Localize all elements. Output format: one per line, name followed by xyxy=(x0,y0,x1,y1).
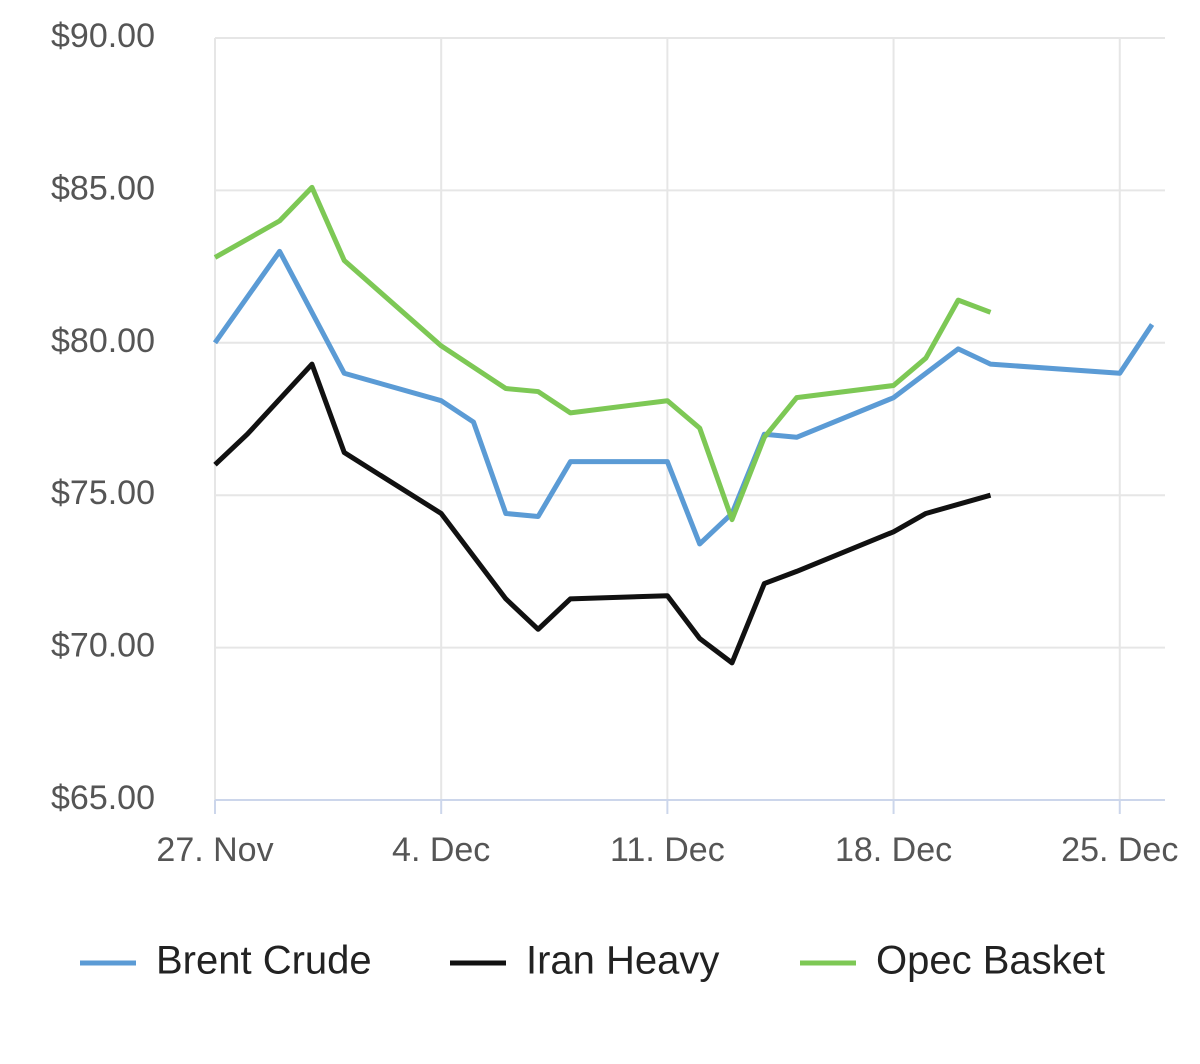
y-tick-label: $70.00 xyxy=(51,627,155,665)
x-tick-label: 4. Dec xyxy=(392,831,490,869)
data-line xyxy=(213,184,992,523)
legend-label: Opec Basket xyxy=(876,939,1105,983)
y-tick-label: $75.00 xyxy=(51,474,155,512)
legend-label: Brent Crude xyxy=(156,939,372,983)
y-tick-label: $80.00 xyxy=(51,322,155,360)
x-tick-label: 18. Dec xyxy=(835,831,952,869)
x-tick-label: 11. Dec xyxy=(610,831,725,869)
legend-label: Iran Heavy xyxy=(526,939,719,983)
y-tick-label: $65.00 xyxy=(51,779,155,817)
x-tick-label: 25. Dec xyxy=(1061,831,1178,869)
x-tick-label: 27. Nov xyxy=(156,831,273,869)
data-line xyxy=(212,248,1155,547)
y-tick-label: $90.00 xyxy=(51,17,155,55)
data-line xyxy=(213,361,992,666)
y-tick-label: $85.00 xyxy=(51,169,155,207)
